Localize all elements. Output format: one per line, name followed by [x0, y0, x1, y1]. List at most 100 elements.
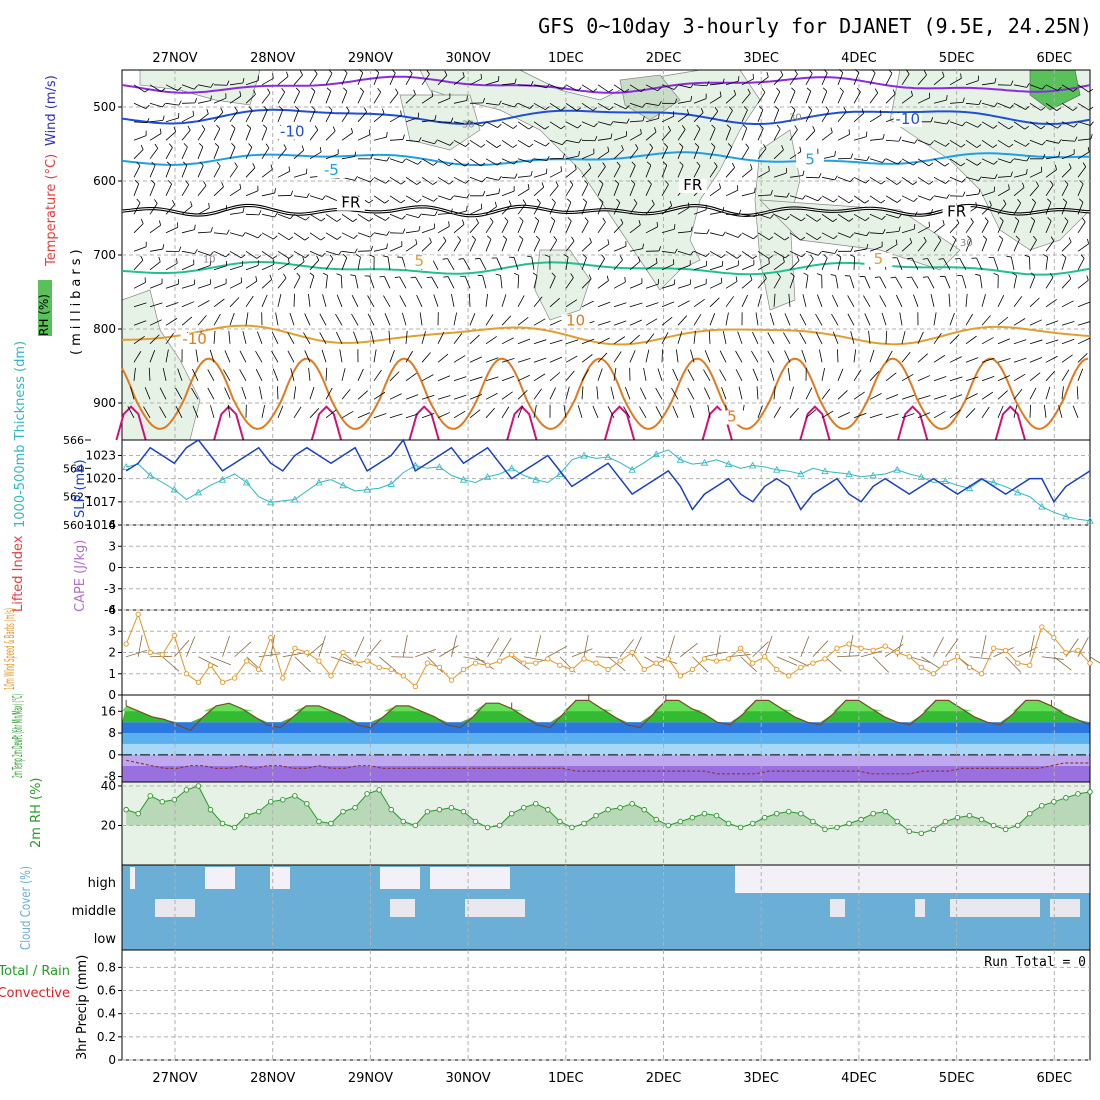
upper-wind-barb	[367, 295, 375, 307]
upper-wind-barb-flag	[562, 153, 566, 159]
upper-wind-barb-flag	[570, 273, 574, 278]
upper-wind-barb-flag	[321, 252, 326, 257]
upper-wind-barb	[165, 262, 178, 271]
upper-wind-barb-flag	[656, 221, 658, 227]
upper-wind-barb	[708, 330, 711, 344]
upper-wind-barb	[261, 279, 272, 289]
upper-wind-barb	[533, 158, 547, 161]
wind10m-barb	[921, 656, 941, 669]
upper-wind-barb-flag	[975, 202, 978, 208]
thickness-point	[170, 485, 179, 493]
wind10m-barb	[475, 656, 494, 670]
upper-wind-barb-flag	[1072, 88, 1078, 92]
thickness-point	[604, 453, 612, 460]
upper-wind-barb	[944, 276, 951, 289]
date-label-top: 4DEC	[841, 51, 877, 66]
upper-wind-barb-flag	[929, 196, 934, 201]
upper-wind-barb	[853, 136, 867, 141]
thickness-point	[435, 463, 444, 470]
rh2m-point	[545, 806, 551, 813]
cloud-gap-middle	[1050, 899, 1080, 917]
upper-wind-barb	[757, 128, 764, 141]
upper-wind-barb	[421, 331, 426, 344]
upper-wind-barb	[629, 120, 643, 123]
upper-wind-barb	[303, 332, 311, 345]
upper-wind-barb-flag	[480, 144, 486, 148]
upper-wind-barb-flag	[286, 71, 289, 77]
upper-wind-barb	[597, 368, 603, 381]
upper-wind-barb	[469, 139, 482, 148]
rh2m-point	[328, 820, 334, 827]
isotherm-label-bg	[942, 205, 971, 220]
upper-wind-barb-flag	[1010, 158, 1014, 164]
upper-wind-barb-flag	[897, 160, 902, 165]
upper-wind-barb	[639, 387, 647, 400]
upper-wind-barb-flag	[669, 200, 673, 206]
upper-wind-barb	[704, 387, 711, 400]
upper-wind-barb-flag	[269, 274, 273, 280]
upper-wind-barb	[802, 294, 807, 307]
upper-wind-barb	[517, 295, 525, 307]
upper-wind-barb	[965, 335, 977, 345]
isotherm-label-bg	[317, 164, 346, 179]
upper-wind-barb	[1013, 318, 1026, 326]
upper-wind-barb-flag	[658, 101, 662, 106]
upper-wind-barb	[143, 406, 151, 419]
wind10m-speed-point	[750, 660, 756, 666]
upper-wind-barb-flag	[495, 273, 501, 276]
upper-wind-barb-flag	[776, 124, 781, 130]
upper-wind-barb	[799, 313, 807, 326]
upper-wind-barb-flag	[426, 276, 432, 279]
upper-wind-barb-flag	[810, 254, 814, 260]
upper-wind-barb	[1077, 151, 1090, 160]
upper-wind-barb	[895, 294, 903, 307]
upper-wind-barb-flag	[999, 217, 1004, 222]
y-tick-label: 1017	[85, 495, 116, 509]
upper-wind-barb	[629, 282, 643, 289]
upper-wind-barb	[981, 294, 986, 307]
upper-wind-barb	[405, 372, 417, 382]
upper-wind-barb	[421, 139, 435, 145]
upper-wind-barb	[261, 192, 275, 197]
upper-wind-barb	[901, 158, 914, 166]
upper-wind-barb	[853, 72, 860, 85]
upper-wind-barb	[437, 331, 445, 344]
wind10m-barb	[162, 656, 180, 672]
upper-wind-barb	[1061, 369, 1070, 382]
upper-wind-barb	[869, 72, 876, 85]
upper-wind-barb	[789, 73, 798, 86]
wind10m-speed-point	[557, 662, 563, 668]
upper-wind-barb-flag	[1014, 217, 1020, 222]
wind10m-barb	[667, 635, 675, 657]
thickness-point	[1062, 512, 1070, 520]
upper-wind-barb-flag	[343, 87, 348, 92]
upper-wind-barb-flag	[816, 273, 822, 276]
upper-wind-barb-flag	[391, 69, 396, 74]
upper-wind-barb	[597, 221, 606, 234]
upper-wind-barb	[357, 368, 364, 381]
upper-wind-barb	[645, 84, 658, 92]
upper-wind-barb-flag	[808, 106, 813, 111]
upper-wind-barb	[757, 405, 763, 418]
upper-wind-barb	[213, 209, 227, 215]
upper-wind-barb	[421, 213, 435, 217]
rh2m-point	[316, 818, 322, 825]
upper-wind-barb	[581, 202, 588, 215]
upper-wind-barb	[709, 297, 720, 308]
upper-wind-barb	[181, 316, 193, 326]
rh2m-point	[280, 797, 286, 803]
wind10m-barb	[933, 637, 944, 657]
upper-wind-barb	[1061, 139, 1075, 142]
upper-wind-barb	[661, 250, 675, 254]
y-tick-label: 600	[93, 174, 116, 188]
upper-wind-barb-flag	[944, 162, 950, 167]
upper-wind-barb	[997, 121, 1010, 130]
upper-wind-barb-flag	[608, 106, 614, 111]
upper-wind-barb	[661, 349, 663, 363]
upper-wind-barb	[1029, 372, 1041, 382]
upper-wind-barb	[613, 202, 621, 215]
upper-wind-barb-flag	[497, 161, 502, 166]
upper-wind-barb	[1045, 299, 1057, 308]
wind10m-barb	[740, 656, 757, 673]
upper-wind-barb	[709, 232, 723, 237]
